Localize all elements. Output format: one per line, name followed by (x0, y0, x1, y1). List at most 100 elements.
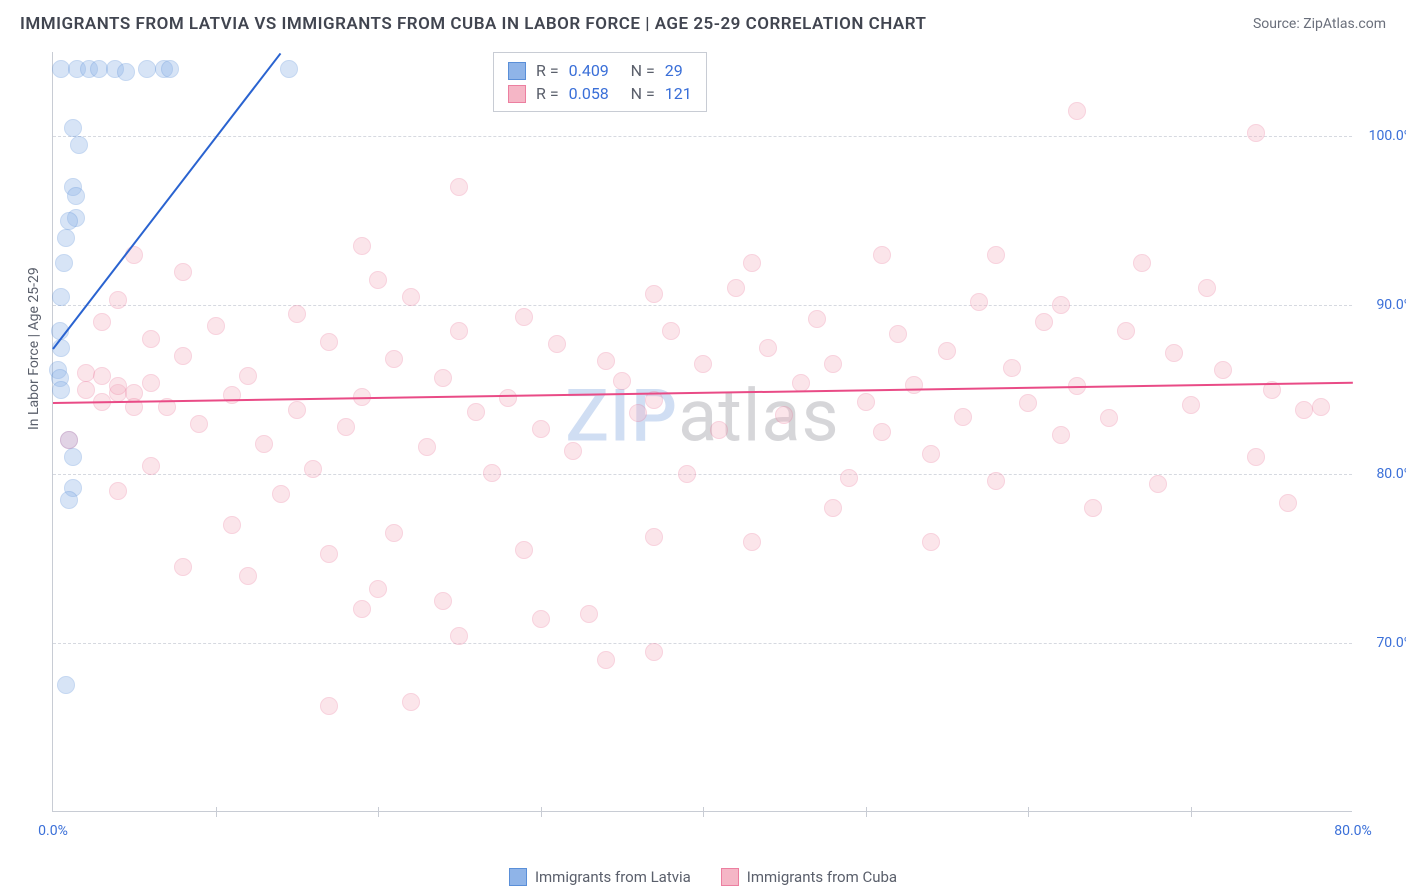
legend-label: Immigrants from Latvia (535, 868, 691, 886)
data-point (1117, 322, 1135, 340)
stats-row: R = 0.409N = 29 (508, 59, 692, 82)
xtick-label: 0.0% (38, 823, 68, 839)
source-label: Source: ZipAtlas.com (1253, 16, 1386, 32)
data-point (922, 533, 940, 551)
data-point (1279, 494, 1297, 512)
data-point (808, 310, 826, 328)
data-point (662, 322, 680, 340)
data-point (55, 254, 73, 272)
data-point (77, 364, 95, 382)
ytick-label: 90.0% (1358, 297, 1406, 313)
data-point (67, 187, 85, 205)
data-point (337, 418, 355, 436)
data-point (93, 313, 111, 331)
data-point (1052, 426, 1070, 444)
legend-item: Immigrants from Cuba (721, 868, 897, 886)
data-point (161, 60, 179, 78)
data-point (922, 445, 940, 463)
data-point (970, 293, 988, 311)
legend-swatch (509, 868, 527, 886)
data-point (174, 263, 192, 281)
data-point (1165, 344, 1183, 362)
stat-n-label: N = (631, 84, 655, 103)
data-point (597, 352, 615, 370)
data-point (109, 291, 127, 309)
data-point (1068, 102, 1086, 120)
data-point (727, 279, 745, 297)
data-point (385, 350, 403, 368)
data-point (1198, 279, 1216, 297)
gridline-h (53, 305, 1352, 306)
data-point (320, 333, 338, 351)
ytick-label: 70.0% (1358, 635, 1406, 651)
xtick-mark (1028, 807, 1029, 817)
data-point (450, 322, 468, 340)
xtick-mark (1191, 807, 1192, 817)
data-point (64, 119, 82, 137)
data-point (645, 528, 663, 546)
data-point (450, 178, 468, 196)
data-point (987, 246, 1005, 264)
data-point (1149, 475, 1167, 493)
legend-item: Immigrants from Latvia (509, 868, 691, 886)
stat-n-value: 121 (665, 84, 692, 103)
data-point (613, 372, 631, 390)
data-point (873, 246, 891, 264)
data-point (142, 330, 160, 348)
stat-r-value: 0.409 (569, 61, 621, 80)
data-point (280, 60, 298, 78)
data-point (824, 355, 842, 373)
data-point (694, 355, 712, 373)
data-point (1312, 398, 1330, 416)
data-point (223, 516, 241, 534)
legend-swatch (508, 85, 526, 103)
data-point (109, 482, 127, 500)
data-point (532, 610, 550, 628)
data-point (174, 347, 192, 365)
xtick-label: 80.0% (1334, 823, 1372, 839)
data-point (954, 408, 972, 426)
data-point (1100, 409, 1118, 427)
ytick-label: 80.0% (1358, 466, 1406, 482)
data-point (532, 420, 550, 438)
data-point (629, 404, 647, 422)
data-point (645, 643, 663, 661)
stat-n-value: 29 (665, 61, 683, 80)
data-point (52, 381, 70, 399)
data-point (70, 136, 88, 154)
data-point (710, 421, 728, 439)
data-point (304, 460, 322, 478)
data-point (142, 457, 160, 475)
data-point (353, 600, 371, 618)
data-point (467, 403, 485, 421)
data-point (1084, 499, 1102, 517)
stat-n-label: N = (631, 61, 655, 80)
stats-row: R = 0.058N = 121 (508, 82, 692, 105)
data-point (515, 308, 533, 326)
data-point (385, 524, 403, 542)
data-point (353, 237, 371, 255)
xtick-mark (541, 807, 542, 817)
page-title: IMMIGRANTS FROM LATVIA VS IMMIGRANTS FRO… (20, 14, 926, 34)
data-point (60, 431, 78, 449)
data-point (775, 406, 793, 424)
y-axis-label: In Labor Force | Age 25-29 (26, 267, 42, 430)
data-point (824, 499, 842, 517)
data-point (255, 435, 273, 453)
data-point (288, 305, 306, 323)
data-point (320, 545, 338, 563)
data-point (142, 374, 160, 392)
data-point (1182, 396, 1200, 414)
data-point (1214, 361, 1232, 379)
xtick-mark (866, 807, 867, 817)
data-point (1247, 448, 1265, 466)
data-point (857, 393, 875, 411)
data-point (434, 369, 452, 387)
data-point (64, 448, 82, 466)
xtick-mark (703, 807, 704, 817)
data-point (369, 271, 387, 289)
data-point (645, 285, 663, 303)
data-point (515, 541, 533, 559)
data-point (580, 605, 598, 623)
data-point (905, 376, 923, 394)
